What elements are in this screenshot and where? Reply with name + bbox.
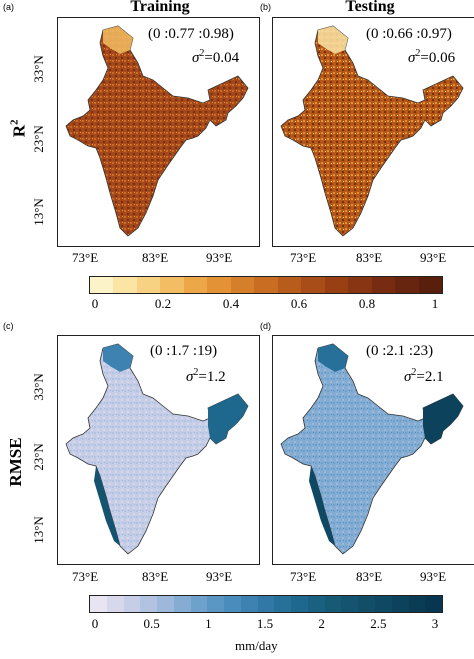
row-title-rmse: RMSE xyxy=(6,437,25,487)
column-title-testing: Testing xyxy=(345,0,395,15)
colorbar-r2-swatch-3 xyxy=(160,277,184,293)
india-map-r2-testing xyxy=(280,25,464,237)
colorbar-r2-swatch-7 xyxy=(254,277,278,293)
colorbar-rmse-tick-label: 1.5 xyxy=(256,616,274,631)
colorbar-rmse-swatch-15 xyxy=(341,596,359,612)
colorbar-rmse-swatch-9 xyxy=(240,596,258,612)
column-title-training: Training xyxy=(130,0,190,15)
x-tick-b-73: 73°E xyxy=(290,250,317,265)
stat-range-a: (0 :0.77 :0.98) xyxy=(148,26,234,42)
stat-variance-b: σ2=0.06 xyxy=(408,48,456,66)
colorbar-rmse-swatch-6 xyxy=(190,596,208,612)
x-tick-c-73: 73°E xyxy=(72,569,99,584)
colorbar-rmse-swatch-8 xyxy=(224,596,241,612)
colorbar-rmse-tick-label: 3 xyxy=(431,616,439,631)
colorbar-rmse xyxy=(89,595,443,613)
colorbar-rmse-tick-label: 2.5 xyxy=(370,616,387,631)
map-panel-a xyxy=(57,17,260,247)
colorbar-rmse-swatch-2 xyxy=(123,596,141,612)
colorbar-r2-swatch-0 xyxy=(90,277,114,293)
x-tick-a-73: 73°E xyxy=(72,250,99,265)
colorbar-rmse-swatch-4 xyxy=(157,596,174,612)
colorbar-r2-swatch-2 xyxy=(136,277,161,293)
x-tick-d-73: 73°E xyxy=(290,569,317,584)
y-tick-a-33: 33°N xyxy=(31,55,46,83)
colorbar-r2-tick-label: 0.2 xyxy=(154,296,172,311)
colorbar-rmse-swatch-10 xyxy=(257,596,275,612)
colorbar-r2-swatch-5 xyxy=(207,277,231,293)
x-tick-a-83: 83°E xyxy=(142,250,169,265)
stat-range-d: (0 :2.1 :23) xyxy=(366,343,434,359)
colorbar-rmse-tick-label: 1 xyxy=(205,616,212,631)
x-tick-b-83: 83°E xyxy=(356,250,383,265)
panel-letter-b: (b) xyxy=(260,2,271,12)
y-tick-c-23: 23°N xyxy=(31,443,46,471)
colorbar-rmse-swatch-3 xyxy=(140,596,158,612)
colorbar-unit-label: mm/day xyxy=(235,638,278,653)
colorbar-rmse-swatch-11 xyxy=(274,596,292,612)
colorbar-rmse-swatch-5 xyxy=(173,596,191,612)
stat-variance-c: σ2=1.2 xyxy=(186,367,226,385)
y-tick-c-13: 13°N xyxy=(31,516,46,544)
colorbar-rmse-swatch-17 xyxy=(375,596,392,612)
colorbar-r2 xyxy=(89,276,443,294)
india-map-rmse-testing xyxy=(280,343,464,555)
colorbar-rmse-swatch-16 xyxy=(358,596,376,612)
panel-letter-c: (c) xyxy=(3,321,14,331)
colorbar-r2-swatch-10 xyxy=(324,277,349,293)
colorbar-rmse-swatch-12 xyxy=(291,596,308,612)
row-title-r2: R2 xyxy=(8,119,29,138)
colorbar-r2-swatch-14 xyxy=(418,277,443,293)
colorbar-rmse-swatch-0 xyxy=(90,596,107,612)
map-panel-b xyxy=(272,17,474,247)
colorbar-r2-swatch-11 xyxy=(348,277,372,293)
stat-range-c: (0 :1.7 :19) xyxy=(150,343,218,359)
panel-letter-a: (a) xyxy=(3,2,14,12)
colorbar-r2-swatch-12 xyxy=(371,277,396,293)
x-tick-b-93: 93°E xyxy=(420,250,447,265)
colorbar-r2-swatch-13 xyxy=(395,277,419,293)
colorbar-r2-swatch-9 xyxy=(301,277,325,293)
colorbar-rmse-tick-label: 0.5 xyxy=(143,616,160,631)
colorbar-rmse-swatch-18 xyxy=(391,596,409,612)
x-tick-c-83: 83°E xyxy=(142,569,169,584)
colorbar-rmse-swatch-7 xyxy=(207,596,225,612)
colorbar-rmse-tick-label: 2 xyxy=(318,616,325,631)
colorbar-r2-tick-label: 0.8 xyxy=(358,296,376,311)
colorbar-rmse-swatch-1 xyxy=(106,596,124,612)
colorbar-r2-tick-label: 1 xyxy=(431,296,439,311)
colorbar-r2-swatch-6 xyxy=(230,277,255,293)
stat-variance-a: σ2=0.04 xyxy=(192,48,240,66)
x-tick-d-93: 93°E xyxy=(420,569,447,584)
y-tick-c-33: 33°N xyxy=(31,373,46,401)
stat-variance-d: σ2=2.1 xyxy=(404,367,444,385)
india-map-r2-training xyxy=(65,25,249,237)
colorbar-r2-tick-label: 0.6 xyxy=(290,296,308,311)
colorbar-r2-swatch-4 xyxy=(183,277,208,293)
colorbar-rmse-tick-label: 0 xyxy=(91,616,99,631)
colorbar-r2-swatch-8 xyxy=(277,277,302,293)
y-tick-a-23: 23°N xyxy=(31,125,46,153)
map-panel-c xyxy=(57,335,260,565)
stat-range-b: (0 :0.66 :0.97) xyxy=(366,26,452,42)
colorbar-r2-tick-label: 0 xyxy=(91,296,99,311)
x-tick-d-83: 83°E xyxy=(356,569,383,584)
colorbar-rmse-swatch-20 xyxy=(425,596,443,612)
colorbar-r2-swatch-1 xyxy=(113,277,137,293)
colorbar-rmse-swatch-13 xyxy=(307,596,325,612)
colorbar-rmse-swatch-14 xyxy=(324,596,342,612)
india-map-rmse-training xyxy=(65,343,249,555)
colorbar-rmse-swatch-19 xyxy=(408,596,426,612)
panel-letter-d: (d) xyxy=(260,321,271,331)
x-tick-c-93: 93°E xyxy=(206,569,233,584)
map-panel-d xyxy=(272,335,474,565)
x-tick-a-93: 93°E xyxy=(206,250,233,265)
y-tick-a-13: 13°N xyxy=(31,198,46,226)
colorbar-r2-tick-label: 0.4 xyxy=(222,296,240,311)
